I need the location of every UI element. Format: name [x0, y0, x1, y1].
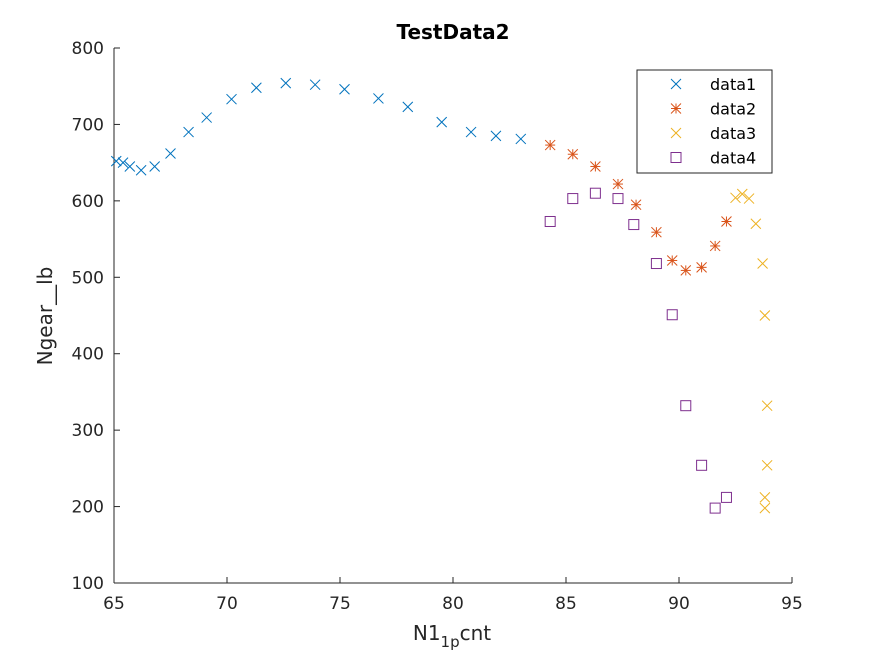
data-point	[567, 193, 579, 205]
data-point	[110, 155, 122, 167]
data-point	[402, 101, 414, 113]
data-point	[117, 157, 129, 168]
data-point	[680, 400, 692, 412]
legend-entry: data3	[670, 124, 756, 143]
data-point	[149, 161, 161, 172]
chart-title: TestData2	[396, 20, 509, 44]
legend-entry: data2	[670, 100, 756, 119]
y-tick-labels: 100 200 300 400 500 600 700 800	[72, 39, 104, 594]
data-point	[183, 126, 194, 138]
data-point	[280, 77, 292, 89]
series-data4	[544, 187, 732, 514]
data-point	[750, 218, 762, 230]
data-point	[135, 164, 147, 176]
x-tick-label: 65	[103, 594, 125, 614]
data-series-layer	[110, 77, 773, 514]
data-point	[465, 126, 477, 138]
data-point	[650, 258, 662, 270]
data-point	[709, 502, 721, 514]
series-data3	[730, 188, 773, 514]
data-point	[490, 130, 502, 142]
series-data1	[110, 77, 527, 176]
legend-marker	[670, 152, 682, 163]
data-point	[759, 310, 771, 321]
data-point	[680, 265, 692, 276]
data-point	[730, 192, 741, 204]
data-point	[339, 83, 350, 95]
legend-marker	[670, 78, 682, 90]
data-point	[666, 255, 678, 266]
data-point	[544, 215, 556, 227]
x-axis-label-subscript: 1p	[441, 633, 460, 651]
data-point	[696, 459, 708, 471]
data-point	[736, 188, 748, 200]
data-point	[309, 79, 321, 91]
data-point	[612, 178, 624, 190]
legend-label: data4	[710, 149, 756, 168]
y-tick-label: 700	[72, 115, 104, 135]
x-tick-label: 95	[781, 594, 803, 614]
data-point	[165, 148, 176, 159]
legend-label: data3	[710, 124, 756, 143]
x-tick-label: 75	[329, 594, 351, 614]
data-point	[436, 116, 448, 128]
data-point	[515, 133, 527, 145]
legend-entry: data4	[670, 149, 756, 168]
y-axis-label: Ngear__lb	[33, 267, 57, 366]
data-point	[761, 459, 773, 471]
data-point	[589, 187, 601, 199]
data-point	[761, 400, 773, 412]
data-point	[666, 309, 678, 321]
data-point	[709, 240, 721, 252]
y-tick-label: 200	[72, 498, 104, 518]
data-point	[651, 226, 662, 238]
data-point	[373, 93, 384, 104]
y-tick-label: 500	[72, 268, 104, 288]
x-tick-label: 90	[668, 594, 690, 614]
data-point	[226, 93, 237, 105]
data-point	[721, 216, 732, 227]
data-point	[630, 199, 642, 211]
data-point	[759, 502, 771, 514]
data-point	[567, 148, 579, 160]
x-tick-label: 85	[555, 594, 577, 614]
data-point	[759, 492, 771, 503]
data-point	[590, 161, 601, 172]
y-tick-label: 400	[72, 345, 104, 365]
legend-label: data2	[710, 100, 756, 119]
y-tick-label: 300	[72, 421, 104, 441]
series-data2	[544, 139, 732, 276]
y-tick-label: 100	[72, 574, 104, 594]
x-axis-label-main: N1	[413, 621, 441, 645]
data-point	[201, 112, 213, 123]
x-tick-label: 80	[442, 594, 464, 614]
data-point	[720, 491, 732, 503]
plot-axes	[113, 47, 793, 584]
y-tick-label: 800	[72, 39, 104, 59]
data-point	[743, 193, 755, 204]
legend-marker	[670, 127, 682, 139]
legend-label: data1	[710, 75, 756, 94]
x-axis-label: N11pcnt	[413, 621, 491, 651]
x-tick-label: 70	[216, 594, 238, 614]
data-point	[124, 161, 136, 172]
data-point	[696, 261, 707, 273]
y-tick-label: 600	[72, 192, 104, 212]
data-point	[612, 193, 624, 205]
legend-entry: data1	[670, 75, 756, 94]
legend-box	[636, 69, 773, 174]
data-point	[544, 139, 556, 151]
x-axis-label-tail: cnt	[460, 621, 492, 645]
data-point	[757, 258, 768, 269]
legend-marker	[670, 103, 682, 114]
x-tick-labels: 65 70 75 80 85 90 95	[103, 594, 803, 614]
data-point	[251, 82, 262, 94]
data-point	[628, 219, 640, 231]
legend: data1 data2 data3 data4	[636, 69, 773, 174]
